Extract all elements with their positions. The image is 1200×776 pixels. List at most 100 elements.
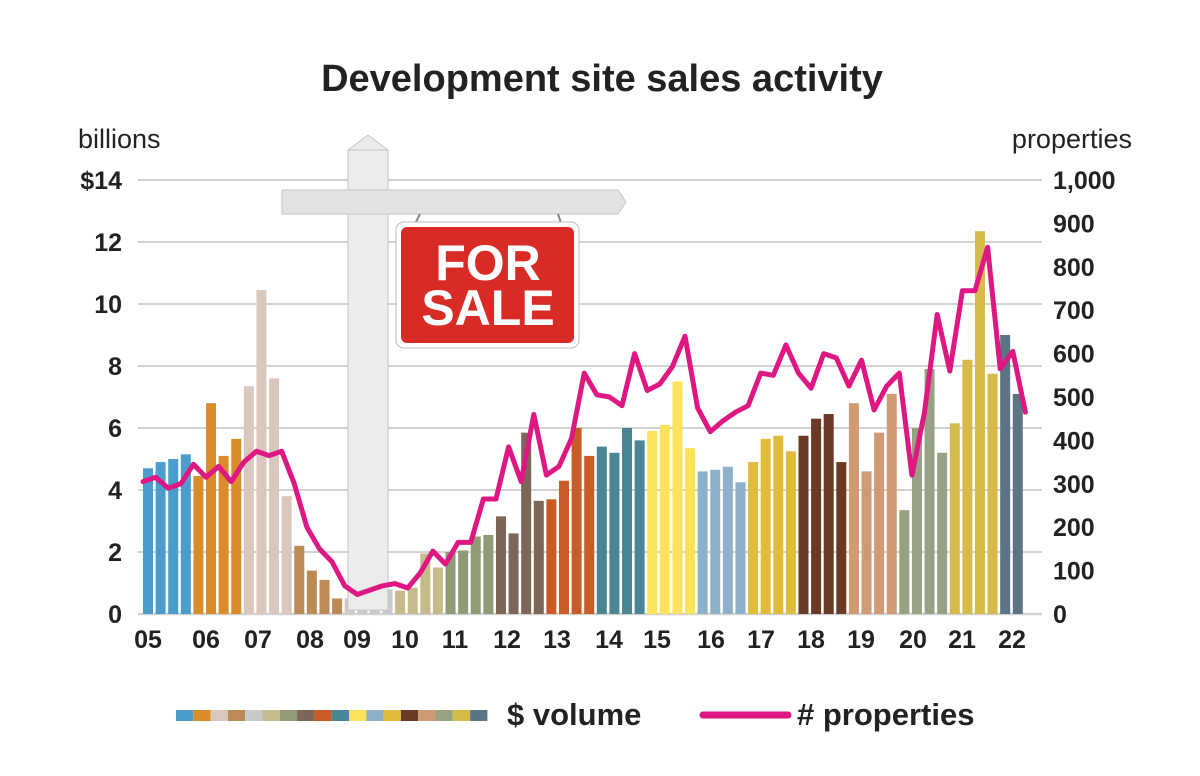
left-tick-label: 10 — [94, 291, 122, 319]
right-tick-label: 300 — [1053, 471, 1095, 499]
legend-swatch — [331, 710, 349, 721]
volume-bar — [685, 448, 696, 614]
x-tick-label: 09 — [343, 626, 371, 654]
sign-post-top — [346, 134, 390, 151]
volume-bar — [206, 403, 217, 614]
left-tick-label: 2 — [108, 539, 122, 567]
volume-bar — [155, 462, 166, 614]
volume-bar — [168, 459, 179, 614]
x-tick-label: 15 — [643, 626, 671, 654]
legend-swatch — [435, 710, 453, 721]
volume-bar — [634, 440, 645, 614]
legend-volume-label: $ volume — [507, 697, 641, 732]
right-tick-label: 200 — [1053, 514, 1095, 542]
volume-bars — [143, 231, 1023, 614]
left-tick-label: 4 — [108, 477, 122, 505]
x-tick-label: 05 — [134, 626, 162, 654]
sign-text-line2: SALE — [421, 280, 554, 336]
right-axis-unit: properties — [1012, 124, 1132, 154]
volume-bar — [243, 386, 254, 614]
legend-swatch — [262, 710, 280, 721]
x-axis: 05 06 07 08 09 10 11 12 13 14 15 16 17 18 19 20 21 22 — [134, 626, 1026, 654]
volume-bar — [886, 393, 897, 614]
x-tick-label: 06 — [192, 626, 220, 654]
volume-bar — [899, 510, 910, 614]
legend-swatch — [349, 710, 367, 721]
legend-properties-label: # properties — [797, 697, 974, 732]
left-axis-unit: billions — [78, 124, 161, 154]
volume-bar — [470, 536, 481, 614]
volume-bar — [659, 424, 670, 614]
volume-bar — [874, 432, 885, 614]
legend-swatch — [418, 710, 436, 721]
volume-bar — [911, 428, 922, 614]
sign-text-line1: FOR — [435, 235, 541, 291]
volume-bar — [521, 432, 532, 614]
volume-bar — [143, 468, 153, 614]
left-tick-label: 12 — [94, 229, 122, 257]
x-tick-label: 14 — [595, 626, 623, 654]
x-tick-label: 16 — [697, 626, 725, 654]
properties-line-path — [140, 244, 1028, 597]
for-sale-sign: FOR SALE — [281, 134, 627, 611]
volume-bar — [294, 545, 305, 614]
volume-bar — [748, 462, 759, 614]
volume-bar — [798, 435, 809, 614]
volume-bar — [987, 373, 998, 614]
volume-bar — [848, 403, 859, 614]
volume-bar — [218, 455, 229, 614]
right-axis: 0 100 200 300 400 500 600 700 800 900 1,000 — [1053, 167, 1116, 629]
volume-bar — [508, 533, 519, 614]
legend: $ volume # properties — [176, 697, 974, 732]
x-tick-label: 19 — [847, 626, 875, 654]
properties-line — [140, 244, 1028, 597]
volume-bar — [319, 579, 330, 614]
x-tick-label: 11 — [442, 626, 469, 654]
volume-bar — [495, 516, 506, 614]
x-tick-label: 07 — [244, 626, 272, 654]
right-tick-label: 1,000 — [1053, 167, 1116, 195]
legend-swatch — [245, 710, 263, 721]
volume-bar — [180, 454, 191, 614]
volume-bar — [596, 446, 607, 614]
volume-bar — [584, 455, 595, 614]
legend-swatch — [176, 710, 194, 721]
volume-bar — [432, 567, 443, 614]
legend-swatch — [193, 710, 211, 721]
legend-swatch — [297, 710, 315, 721]
volume-bar — [407, 587, 418, 614]
volume-bar — [558, 480, 569, 614]
volume-bar — [672, 381, 683, 614]
legend-swatch — [279, 710, 298, 721]
volume-bar — [937, 452, 948, 614]
volume-bar — [773, 435, 784, 614]
right-tick-label: 0 — [1053, 601, 1067, 629]
x-tick-label: 10 — [391, 626, 419, 654]
volume-bar — [949, 423, 960, 614]
volume-bar — [622, 428, 633, 614]
volume-bar — [420, 553, 431, 614]
x-tick-label: 22 — [998, 626, 1026, 654]
right-tick-label: 500 — [1053, 384, 1095, 412]
volume-bar — [269, 378, 280, 614]
x-tick-label: 21 — [948, 626, 976, 654]
volume-bar — [962, 359, 973, 614]
legend-swatch — [383, 710, 401, 721]
volume-bar — [861, 471, 872, 614]
volume-bar — [458, 550, 469, 614]
volume-bar — [231, 438, 242, 614]
right-tick-label: 100 — [1053, 558, 1095, 586]
left-tick-label: 0 — [108, 601, 122, 629]
chart-title: Development site sales activity — [321, 58, 883, 100]
volume-bar — [483, 534, 494, 614]
x-tick-label: 18 — [797, 626, 825, 654]
legend-swatch — [452, 710, 471, 721]
right-tick-label: 700 — [1053, 297, 1095, 325]
volume-bar — [811, 418, 822, 614]
volume-bar — [647, 431, 658, 614]
volume-bar — [609, 452, 620, 614]
x-tick-label: 08 — [296, 626, 324, 654]
volume-bar — [760, 438, 771, 614]
legend-swatch — [400, 710, 419, 721]
